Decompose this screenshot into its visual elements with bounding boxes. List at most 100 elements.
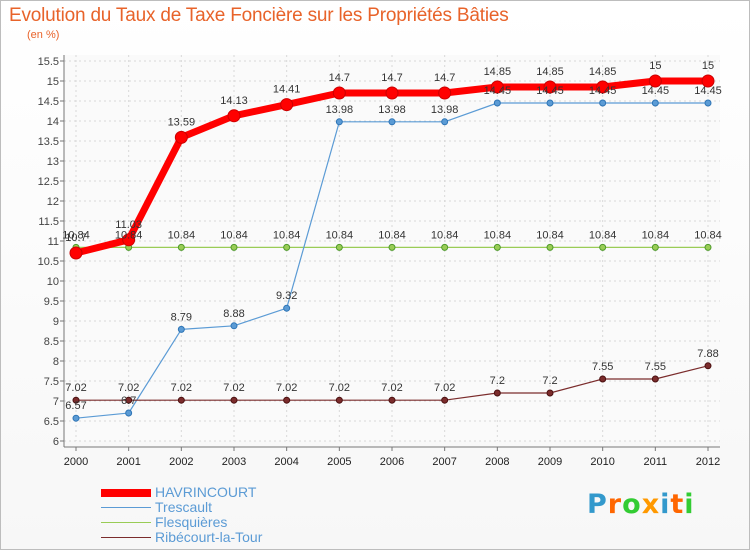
data-point (599, 375, 607, 383)
legend-swatch (101, 489, 151, 497)
data-label: 10.84 (62, 229, 90, 241)
data-label: 10.7 (65, 232, 86, 244)
chart-unit-label: (en %) (27, 29, 60, 41)
legend-label: Ribécourt-la-Tour (155, 529, 263, 545)
data-point (704, 99, 712, 107)
legend-item: Ribécourt-la-Tour (101, 530, 361, 545)
data-label: 7.2 (542, 375, 557, 387)
data-label: 13.98 (378, 104, 406, 116)
data-label: 14.85 (484, 66, 512, 78)
y-tick-label: 7 (53, 396, 59, 408)
data-label: 10.84 (220, 229, 248, 241)
logo-letter: t (670, 489, 685, 520)
data-label: 7.02 (381, 382, 402, 394)
data-point (72, 396, 80, 404)
data-point (493, 99, 501, 107)
y-tick-label: 11.5 (38, 216, 59, 228)
data-label: 7.02 (276, 382, 297, 394)
data-point (125, 396, 133, 404)
chart-legend: HAVRINCOURT Trescault Flesquières Ribécourt… (101, 485, 361, 545)
data-label: 14.45 (694, 85, 722, 97)
data-point (72, 414, 80, 422)
data-point (441, 243, 449, 251)
data-label: 14.45 (484, 85, 512, 97)
legend-item: HAVRINCOURT (101, 485, 361, 500)
y-tick-label: 11 (48, 236, 59, 248)
data-point (441, 118, 449, 126)
data-label: 8.79 (171, 311, 192, 323)
data-label: 9.32 (276, 290, 297, 302)
x-tick-label: 2002 (169, 456, 193, 468)
data-point (177, 325, 185, 333)
legend-item: Flesquières (101, 515, 361, 530)
logo-letter: o (622, 489, 642, 520)
x-tick-label: 2006 (380, 456, 404, 468)
data-point (283, 396, 291, 404)
y-tick-label: 12 (47, 196, 59, 208)
data-label: 14.7 (434, 72, 455, 84)
legend-swatch (101, 522, 151, 523)
data-label: 10.84 (326, 229, 354, 241)
x-tick-label: 2005 (327, 456, 351, 468)
data-label: 13.98 (431, 104, 459, 116)
data-label: 14.41 (273, 84, 301, 96)
data-label: 10.84 (589, 229, 617, 241)
data-point (332, 86, 346, 100)
legend-label: Trescault (155, 499, 213, 515)
legend-swatch (101, 537, 151, 538)
data-label: 14.85 (589, 66, 617, 78)
data-label: 10.84 (536, 229, 564, 241)
data-label: 6.57 (65, 400, 86, 412)
data-point (69, 246, 83, 260)
data-point (385, 86, 399, 100)
data-label: 14.13 (220, 95, 248, 107)
data-label: 10.84 (273, 229, 301, 241)
data-label: 10.84 (642, 229, 670, 241)
logo-letter: x (641, 489, 661, 520)
data-point (177, 243, 185, 251)
data-label: 15 (649, 60, 661, 72)
x-tick-label: 2012 (696, 456, 720, 468)
data-point (704, 243, 712, 251)
y-tick-label: 10 (47, 276, 59, 288)
data-point (596, 80, 610, 94)
y-tick-label: 10.5 (38, 256, 59, 268)
data-label: 13.98 (326, 104, 354, 116)
data-label: 10.84 (115, 229, 143, 241)
data-point (651, 243, 659, 251)
data-label: 14.45 (536, 85, 564, 97)
data-point (441, 396, 449, 404)
data-label: 7.02 (118, 382, 139, 394)
x-tick-label: 2003 (222, 456, 246, 468)
data-point (651, 99, 659, 107)
data-label: 15 (702, 60, 714, 72)
y-tick-label: 14 (47, 116, 59, 128)
y-tick-label: 6.5 (44, 416, 59, 428)
x-tick-label: 2011 (644, 456, 668, 468)
data-point (283, 304, 291, 312)
data-label: 7.02 (65, 382, 86, 394)
data-point (546, 243, 554, 251)
legend-swatch (101, 507, 151, 508)
y-tick-label: 8 (53, 356, 59, 368)
data-point (280, 98, 294, 112)
legend-label: Flesquières (155, 514, 228, 530)
y-tick-label: 6 (53, 436, 59, 448)
x-tick-label: 2007 (432, 456, 456, 468)
y-tick-label: 8.5 (44, 336, 59, 348)
data-label: 10.84 (168, 229, 196, 241)
data-point (438, 86, 452, 100)
x-tick-label: 2010 (590, 456, 614, 468)
y-tick-label: 13 (47, 156, 59, 168)
data-label: 14.7 (381, 72, 402, 84)
data-point (177, 396, 185, 404)
data-point (230, 243, 238, 251)
data-point (651, 375, 659, 383)
data-label: 7.02 (329, 382, 350, 394)
data-point (546, 389, 554, 397)
data-label: 7.55 (592, 361, 613, 373)
data-point (543, 80, 557, 94)
x-tick-label: 2004 (274, 456, 298, 468)
data-label: 14.7 (329, 72, 350, 84)
